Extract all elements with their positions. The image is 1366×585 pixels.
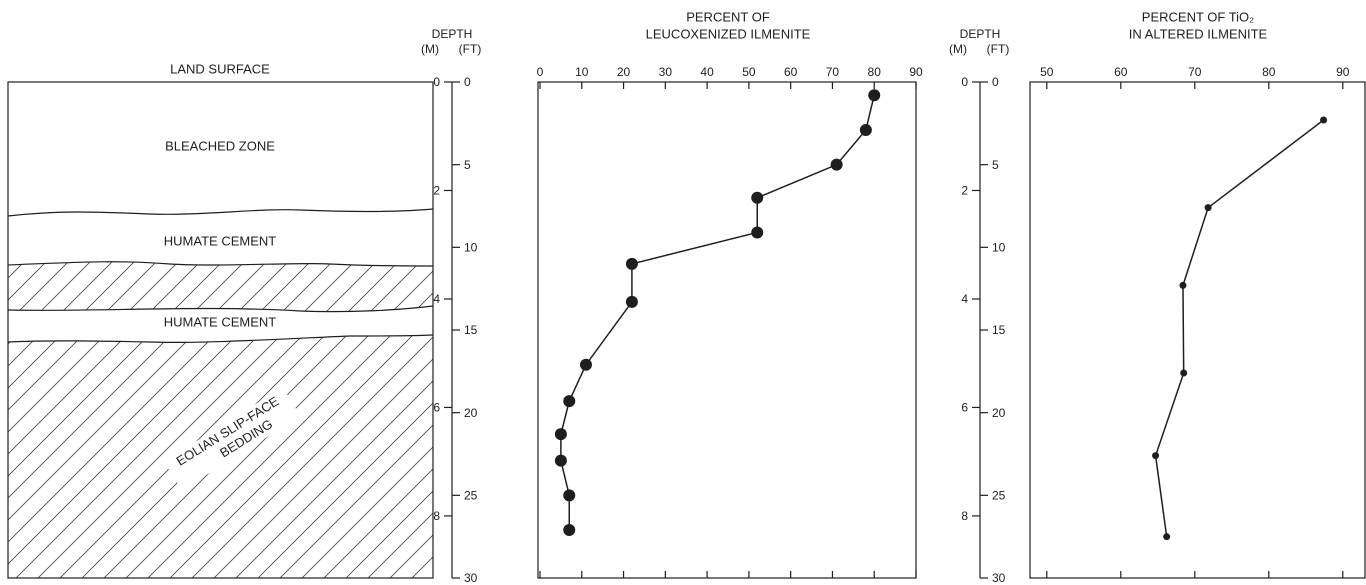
y-tick-label: 10 — [992, 241, 1006, 255]
y2-tick-label: 6 — [961, 401, 968, 415]
x-tick-label: 90 — [909, 65, 923, 79]
y-tick-label: 5 — [464, 158, 471, 172]
y-tick-label: 15 — [992, 323, 1006, 337]
y-tick-label: 30 — [464, 571, 478, 585]
y2-tick-label: 8 — [961, 509, 968, 523]
data-point — [563, 489, 575, 501]
y2-tick-label: 2 — [961, 184, 968, 198]
y-tick-label: 20 — [464, 406, 478, 420]
data-point — [831, 159, 843, 171]
x-tick-label: 20 — [617, 65, 631, 79]
y2-tick-label: 6 — [433, 401, 440, 415]
data-point — [751, 192, 763, 204]
hatch — [8, 258, 433, 578]
data-point — [751, 226, 763, 238]
x-tick-label: 30 — [659, 65, 673, 79]
label: HUMATE CEMENT — [164, 233, 276, 248]
y2-tick-label: 4 — [961, 292, 968, 306]
data-point — [1163, 533, 1170, 540]
y2-tick-label: 4 — [433, 292, 440, 306]
y2-tick-label: 8 — [433, 509, 440, 523]
x-tick-label: 50 — [742, 65, 756, 79]
x-tick-label: 80 — [1262, 65, 1276, 79]
axis-title: DEPTH — [960, 27, 1001, 41]
y-tick-label: 10 — [464, 241, 478, 255]
figure: LAND SURFACE BLEACHED ZONE HUMATE CEMENT… — [0, 0, 1366, 585]
x-tick-label: 60 — [784, 65, 798, 79]
x-tick-label: 70 — [826, 65, 840, 79]
y-tick-label: 15 — [464, 323, 478, 337]
axis-title: DEPTH — [432, 27, 473, 41]
data-point — [563, 395, 575, 407]
x-tick-label: 90 — [1336, 65, 1350, 79]
y-tick-label: 30 — [992, 571, 1006, 585]
data-point — [1180, 369, 1187, 376]
y-tick-label: 25 — [464, 489, 478, 503]
chart-title: IN ALTERED ILMENITE — [1129, 26, 1268, 41]
data-point — [860, 124, 872, 136]
data-point — [1152, 452, 1159, 459]
x-tick-label: 10 — [575, 65, 589, 79]
y-tick-label: 0 — [992, 75, 999, 89]
data-point — [868, 89, 880, 101]
chart-title: LEUCOXENIZED ILMENITE — [646, 26, 811, 41]
plot-frame — [538, 82, 916, 578]
data-point — [555, 455, 567, 467]
x-tick-label: 80 — [868, 65, 882, 79]
label: LAND SURFACE — [170, 61, 270, 76]
axis-unit: (M) — [949, 42, 967, 56]
data-line — [561, 95, 874, 530]
contact — [8, 209, 433, 216]
data-line — [1156, 120, 1324, 537]
axis-unit: (FT) — [987, 42, 1010, 56]
data-point — [1205, 204, 1212, 211]
y2-tick-label: 2 — [433, 184, 440, 198]
x-tick-label: 0 — [537, 65, 544, 79]
data-point — [1179, 282, 1186, 289]
x-tick-label: 60 — [1114, 65, 1128, 79]
label: HUMATE CEMENT — [164, 314, 276, 329]
x-tick-label: 70 — [1188, 65, 1202, 79]
data-point — [563, 524, 575, 536]
x-tick-label: 50 — [1040, 65, 1054, 79]
plot-frame — [1030, 82, 1365, 578]
y2-tick-label: 0 — [961, 75, 968, 89]
axis-unit: (M) — [421, 42, 439, 56]
axis-unit: (FT) — [459, 42, 482, 56]
chart-title: PERCENT OF — [686, 9, 770, 24]
chart-title: PERCENT OF TiO₂ — [1142, 9, 1254, 24]
data-point — [555, 428, 567, 440]
strat-column: LAND SURFACE BLEACHED ZONE HUMATE CEMENT… — [8, 61, 433, 578]
y-tick-label: 20 — [992, 406, 1006, 420]
data-point — [1320, 117, 1327, 124]
y-tick-label: 5 — [992, 158, 999, 172]
data-point — [580, 359, 592, 371]
y2-tick-label: 0 — [433, 75, 440, 89]
x-tick-label: 40 — [700, 65, 714, 79]
y-tick-label: 0 — [464, 75, 471, 89]
label: BLEACHED ZONE — [165, 138, 275, 153]
y-tick-label: 25 — [992, 489, 1006, 503]
data-point — [626, 296, 638, 308]
data-point — [626, 258, 638, 270]
